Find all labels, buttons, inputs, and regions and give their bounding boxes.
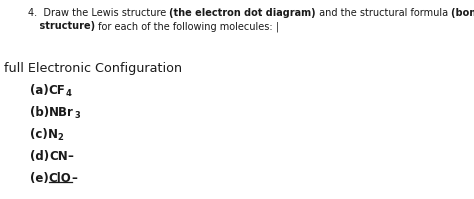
Text: (bond form: (bond form bbox=[451, 8, 474, 18]
Text: (b): (b) bbox=[30, 106, 49, 119]
Text: NBr: NBr bbox=[49, 106, 74, 119]
Text: 2: 2 bbox=[58, 133, 64, 142]
Text: ClO: ClO bbox=[49, 172, 72, 185]
Text: CN: CN bbox=[49, 150, 68, 163]
Text: for each of the following molecules: |: for each of the following molecules: | bbox=[95, 21, 279, 31]
Text: and the structural formula: and the structural formula bbox=[316, 8, 451, 18]
Text: 4.  Draw the Lewis structure: 4. Draw the Lewis structure bbox=[28, 8, 169, 18]
Text: N: N bbox=[48, 128, 58, 141]
Text: (c): (c) bbox=[30, 128, 48, 141]
Text: structure): structure) bbox=[26, 21, 95, 31]
Text: (the electron dot diagram): (the electron dot diagram) bbox=[169, 8, 316, 18]
Text: 3: 3 bbox=[74, 111, 80, 120]
Text: 4: 4 bbox=[65, 89, 72, 98]
Text: (d): (d) bbox=[30, 150, 49, 163]
Text: –: – bbox=[68, 150, 74, 163]
Text: –: – bbox=[72, 172, 77, 185]
Text: CF: CF bbox=[49, 84, 65, 97]
Text: full Electronic Configuration: full Electronic Configuration bbox=[4, 62, 182, 75]
Text: (a): (a) bbox=[30, 84, 49, 97]
Text: (e): (e) bbox=[30, 172, 49, 185]
